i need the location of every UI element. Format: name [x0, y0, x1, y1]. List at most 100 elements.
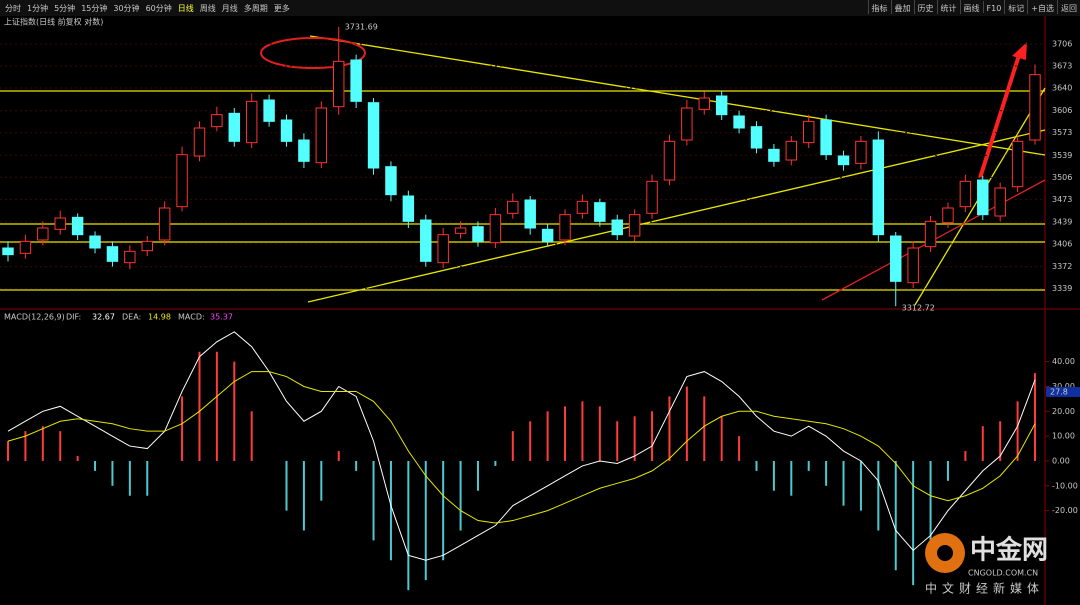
toolbar-button[interactable]: 周线: [199, 4, 216, 13]
toolbar-button[interactable]: +自选: [1027, 0, 1057, 14]
logo-icon: [937, 545, 953, 561]
y-tick-label: -10.00: [1052, 481, 1078, 490]
candle-body: [768, 148, 780, 162]
candle-body: [315, 107, 328, 164]
trend-line: [309, 35, 1046, 156]
logo-name: 中金网: [970, 535, 1048, 566]
toolbar-button[interactable]: 叠加: [890, 0, 914, 14]
toolbar: 分时 1分钟 5分钟 15分钟 30分钟 60分钟 日线 周线 月线 多周期 更多 指标 叠加 历史 统计画…: [0, 0, 1080, 16]
candle-body: [994, 187, 1006, 217]
legend-value: 32.67: [92, 313, 115, 322]
candle-body: [785, 140, 798, 161]
toolbar-button[interactable]: 历史: [913, 0, 937, 14]
toolbar-button[interactable]: 1分钟: [27, 4, 49, 13]
candle-body: [106, 246, 119, 262]
candle-body: [628, 214, 641, 237]
y-tick-label: 3640: [1052, 84, 1072, 93]
y-tick-label: 3439: [1052, 218, 1072, 227]
candle-body: [263, 99, 275, 122]
low-annotation: 3312.72: [902, 304, 935, 313]
tool-buttons: 指标 叠加 历史 统计 画线 F10 标记 +自选 返回: [867, 0, 1080, 14]
toolbar-button[interactable]: 15分钟: [81, 4, 108, 13]
y-tick-label: 3573: [1052, 128, 1072, 137]
candle-body: [907, 247, 919, 284]
highlight-ellipse: [260, 37, 366, 69]
y-tick-label: 3673: [1052, 62, 1072, 71]
candle-body: [385, 166, 397, 196]
current-marker: [1046, 386, 1080, 397]
legend-label: DEA:: [122, 313, 141, 322]
toolbar-button[interactable]: 标记: [1004, 0, 1027, 14]
legend-label: DIF:: [66, 313, 81, 322]
candle-body: [611, 219, 623, 236]
candle-body: [89, 235, 101, 249]
candle-body: [71, 216, 84, 236]
y-tick-label: 3706: [1052, 40, 1072, 49]
candle-body: [750, 126, 763, 149]
candle-body: [489, 214, 502, 244]
macd-line: [7, 371, 1036, 524]
logo: 中金网 CNGOLD.COM.CN 中文财经新媒体: [925, 533, 1048, 596]
candle-body: [646, 180, 658, 214]
y-tick-label: 3606: [1052, 106, 1072, 115]
toolbar-button[interactable]: 统计: [936, 0, 960, 14]
candle-body: [663, 140, 676, 181]
toolbar-button[interactable]: 返回: [1057, 0, 1080, 14]
toolbar-button[interactable]: 30分钟: [113, 4, 140, 13]
y-tick-label: -20.00: [1052, 506, 1078, 515]
candle-body: [420, 219, 432, 262]
candle-body: [211, 114, 223, 128]
legend-label: MACD:: [178, 313, 205, 322]
candle-body: [715, 95, 728, 116]
candle-body: [977, 179, 989, 216]
candle-body: [594, 202, 606, 222]
candle-body: [924, 220, 937, 248]
candle-body: [698, 97, 710, 110]
candle-body: [507, 200, 519, 214]
high-annotation: 3731.69: [345, 22, 378, 31]
y-tick-label: 0.00: [1052, 456, 1070, 465]
candle-body: [576, 200, 589, 214]
y-tick-label: 3406: [1052, 240, 1072, 249]
candle-body: [541, 228, 554, 242]
toolbar-button[interactable]: 更多: [273, 4, 290, 13]
toolbar-button[interactable]: 月线: [221, 4, 238, 13]
toolbar-button[interactable]: 分时: [5, 4, 21, 13]
toolbar-button[interactable]: 指标: [867, 0, 891, 14]
candle-body: [559, 214, 571, 241]
candle-body: [942, 207, 954, 224]
candle-body: [228, 112, 241, 142]
y-tick-label: 3372: [1052, 262, 1072, 271]
logo-slogan: 中文财经新媒体: [925, 581, 1044, 596]
logo-domain: CNGOLD.COM.CN: [968, 569, 1038, 578]
candle-body: [802, 120, 815, 144]
candle-body: [367, 102, 380, 169]
indicator-name: MACD(12,26,9): [4, 313, 65, 322]
y-tick-label: 10.00: [1052, 432, 1075, 441]
candle-body: [2, 247, 14, 256]
candle-body: [124, 250, 136, 264]
arrow: [978, 51, 1022, 179]
toolbar-button[interactable]: 日线: [177, 4, 194, 13]
candle-body: [472, 226, 484, 242]
legend-value: 14.98: [148, 313, 171, 322]
background: [0, 16, 1080, 605]
candle-body: [193, 127, 206, 157]
arrow-head: [1012, 42, 1027, 60]
candle-body: [454, 227, 467, 234]
toolbar-button[interactable]: 多周期: [243, 4, 268, 13]
candle-body: [333, 60, 345, 108]
candle-body: [402, 195, 415, 222]
toolbar-button[interactable]: 60分钟: [145, 4, 172, 13]
macd-line: [7, 331, 1036, 561]
candle-body: [855, 140, 867, 164]
current-marker-label: 27.8: [1050, 387, 1068, 396]
candle-body: [959, 180, 972, 208]
toolbar-button[interactable]: 5分钟: [54, 4, 76, 13]
toolbar-button[interactable]: 画线: [959, 0, 983, 14]
candle-body: [890, 235, 902, 282]
toolbar-button[interactable]: F10: [982, 1, 1005, 13]
candle-body: [141, 240, 153, 252]
candle-body: [54, 217, 66, 230]
